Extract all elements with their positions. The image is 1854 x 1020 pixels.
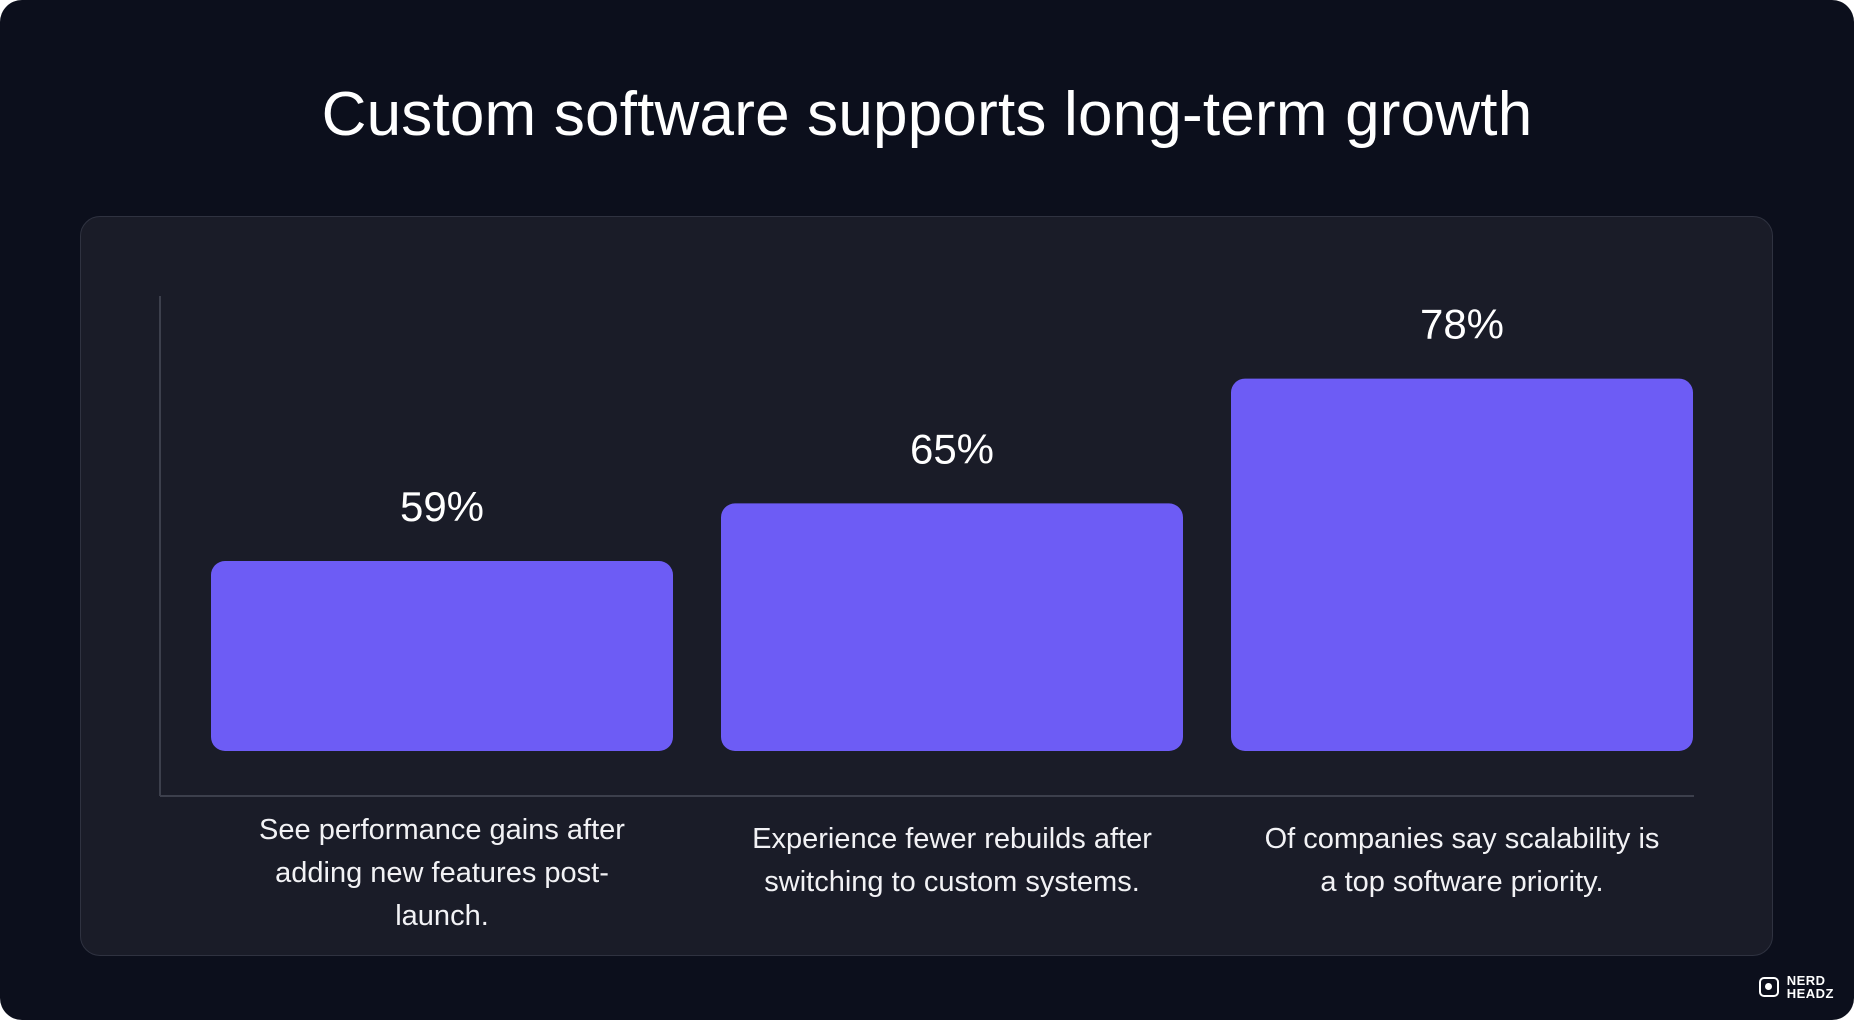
- brand-logo: NERD HEADZ: [1758, 973, 1834, 1001]
- value-label-1: 59%: [400, 483, 484, 530]
- logo-line-2: HEADZ: [1786, 986, 1834, 1001]
- bar-2: [721, 503, 1183, 751]
- bar-chart: 59% 65% 78%: [159, 296, 1694, 797]
- category-label-1: See performance gains after adding new f…: [259, 814, 625, 932]
- nerdheadz-logo-icon: [1758, 977, 1779, 997]
- chart-title: Custom software supports long-term growt…: [321, 80, 1533, 149]
- logo-line-1: NERD: [1786, 973, 1826, 988]
- chart-panel: 59% 65% 78% See performance gains after ad…: [80, 216, 1773, 956]
- bar-1: [211, 561, 673, 751]
- category-label-3: Of companies say scalability is a top so…: [1264, 823, 1660, 898]
- value-label-3: 78%: [1420, 301, 1504, 348]
- category-label-2: Experience fewer rebuilds after switchin…: [752, 823, 1152, 898]
- bar-3: [1231, 378, 1693, 751]
- value-label-2: 65%: [910, 425, 994, 472]
